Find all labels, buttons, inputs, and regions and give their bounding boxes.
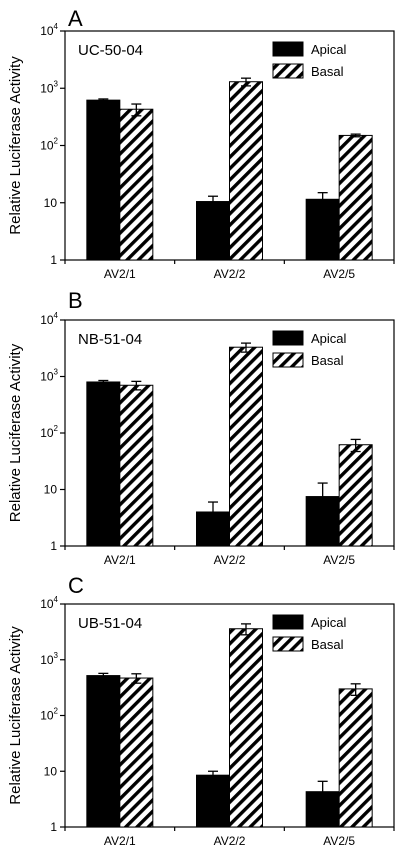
panel-c: C 1 10 102 103 104 Relative Luciferase Activit… xyxy=(7,573,395,848)
bar-apical-av2-2 xyxy=(196,774,230,828)
error-bar xyxy=(98,672,109,679)
y-tick-label: 104 xyxy=(40,311,58,327)
error-bar xyxy=(208,770,218,781)
y-tick-label: 102 xyxy=(40,424,58,440)
error-bar xyxy=(350,438,361,453)
legend-swatch-basal xyxy=(272,636,304,652)
y-tick-label: 104 xyxy=(40,595,58,611)
sample-label: UC-50-04 xyxy=(78,42,143,59)
bar-basal-av2-5 xyxy=(338,134,373,261)
legend-label-apical: Apical xyxy=(311,42,347,57)
legend-swatch-apical xyxy=(272,41,304,57)
legend-swatch-basal xyxy=(272,352,304,368)
x-tick-label: AV2/1 xyxy=(104,553,136,567)
x-tick-label: AV2/2 xyxy=(214,553,246,567)
panel-a: A 1 10 102 103 104 Relative Luciferase Activit… xyxy=(7,6,395,281)
error-bar xyxy=(131,380,142,391)
error-bar xyxy=(241,342,251,353)
y-tick-label: 10 xyxy=(44,196,58,210)
bar-apical-av2-1 xyxy=(86,675,121,828)
legend-swatch-apical xyxy=(272,330,304,346)
x-tick-label: AV2/5 xyxy=(323,553,355,567)
y-axis-label: Relative Luciferase Activity xyxy=(7,626,24,805)
legend-swatch-apical xyxy=(272,614,304,630)
error-bar xyxy=(241,623,251,636)
error-bar xyxy=(98,98,109,103)
y-tick-label: 10 xyxy=(44,483,58,497)
sample-label: NB-51-04 xyxy=(78,331,142,348)
error-bar xyxy=(317,192,328,209)
y-tick-label: 104 xyxy=(40,22,58,38)
bar-basal-av2-2 xyxy=(229,628,263,828)
bar-basal-av2-1 xyxy=(119,384,154,547)
sample-label: UB-51-04 xyxy=(78,615,142,632)
legend-label-apical: Apical xyxy=(311,615,347,630)
y-axis-label: Relative Luciferase Activity xyxy=(7,56,24,235)
x-tick-label: AV2/1 xyxy=(104,267,136,281)
y-tick-label: 1 xyxy=(50,820,57,834)
legend-swatch-basal xyxy=(272,63,304,79)
legend-label-basal: Basal xyxy=(311,64,344,79)
panel-b: B 1 10 102 103 104 Relative Luciferase Activit… xyxy=(7,288,395,567)
error-bar xyxy=(317,482,328,530)
y-tick-label: 103 xyxy=(40,651,58,667)
error-bar xyxy=(241,77,251,87)
y-tick-label: 102 xyxy=(40,137,58,153)
bar-apical-av2-1 xyxy=(86,381,121,547)
y-tick-label: 103 xyxy=(40,368,58,384)
bar-apical-av2-2 xyxy=(196,201,230,261)
legend-label-basal: Basal xyxy=(311,637,344,652)
x-tick-label: AV2/2 xyxy=(214,267,246,281)
bar-basal-av2-5 xyxy=(338,688,373,828)
bar-basal-av2-2 xyxy=(229,346,263,547)
bar-basal-av2-1 xyxy=(119,108,154,261)
error-bar xyxy=(98,379,109,385)
error-bar xyxy=(317,780,328,811)
y-axis-label: Relative Luciferase Activity xyxy=(7,343,24,522)
panel-letter: A xyxy=(68,6,83,31)
panel-letter: B xyxy=(68,288,83,313)
error-bar xyxy=(350,133,361,138)
legend-label-apical: Apical xyxy=(311,331,347,346)
error-bar xyxy=(131,103,142,117)
error-bar xyxy=(350,683,361,696)
y-tick-label: 102 xyxy=(40,707,58,723)
x-tick-label: AV2/1 xyxy=(104,834,136,848)
panel-letter: C xyxy=(68,573,84,598)
bar-basal-av2-1 xyxy=(119,677,154,828)
error-bar xyxy=(208,195,218,209)
y-tick-label: 1 xyxy=(50,253,57,267)
x-tick-label: AV2/5 xyxy=(323,834,355,848)
x-tick-label: AV2/2 xyxy=(214,834,246,848)
legend-label-basal: Basal xyxy=(311,353,344,368)
error-bar xyxy=(208,501,218,530)
bar-apical-av2-1 xyxy=(86,99,121,261)
bar-basal-av2-5 xyxy=(338,444,373,547)
x-tick-label: AV2/5 xyxy=(323,267,355,281)
y-tick-label: 10 xyxy=(44,764,58,778)
y-tick-label: 103 xyxy=(40,79,58,95)
bar-basal-av2-2 xyxy=(229,81,263,261)
y-tick-label: 1 xyxy=(50,539,57,553)
error-bar xyxy=(131,673,142,684)
